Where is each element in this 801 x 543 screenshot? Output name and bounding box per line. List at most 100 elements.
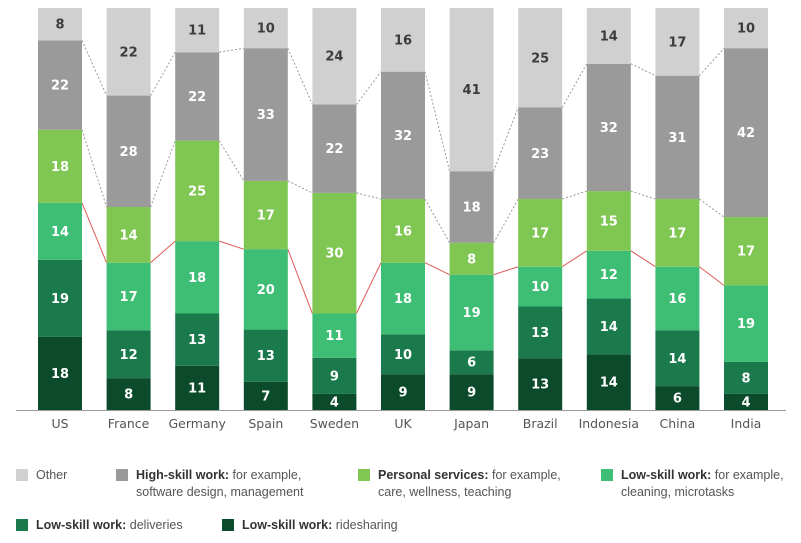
data-label-spain-0: 7 [261,389,270,404]
data-label-china-5: 17 [668,35,686,50]
bar-segment-us-5 [38,8,82,41]
data-label-uk-0: 9 [398,386,407,401]
bar-segment-france-3 [106,207,151,263]
connector-line-4-8 [630,63,656,77]
bar-segment-sweden-3 [312,192,357,314]
data-label-india-5: 10 [737,22,755,37]
bar-segment-spain-2 [243,249,288,330]
data-label-brazil-3: 17 [531,226,549,241]
data-label-uk-1: 10 [394,348,412,363]
bar-segment-france-2 [106,262,151,331]
category-label-sweden: Sweden [310,416,359,431]
data-label-china-4: 31 [668,131,686,146]
data-label-france-3: 14 [120,228,138,243]
category-label-france: France [108,416,150,431]
data-label-uk-5: 16 [394,33,412,48]
data-label-brazil-2: 10 [531,280,549,295]
data-label-sweden-1: 9 [330,369,339,384]
data-label-france-2: 17 [120,290,138,305]
connector-line-4-5 [424,71,451,172]
connector-line-2-8 [630,250,656,268]
bar-segment-china-4 [655,75,700,200]
bar-segment-indonesia-2 [586,250,631,299]
data-label-uk-3: 16 [394,224,412,239]
connector-line-2-3 [287,249,313,314]
bar-segment-china-3 [655,199,700,267]
data-label-germany-1: 13 [188,333,206,348]
bar-segment-us-3 [38,129,82,203]
connector-line-4-1 [150,51,176,96]
data-label-spain-3: 17 [257,209,275,224]
data-label-india-0: 4 [741,395,750,410]
data-label-indonesia-5: 14 [600,29,618,44]
data-label-indonesia-4: 32 [600,121,618,136]
bar-segment-brazil-0 [518,358,563,410]
connector-line-3-4 [356,192,382,200]
data-label-indonesia-1: 14 [600,320,618,335]
bar-segment-indonesia-0 [586,354,631,410]
bar-segment-germany-3 [175,140,220,242]
bar-segment-japan-5 [449,8,494,172]
bar-segment-france-0 [106,378,151,410]
data-label-germany-0: 11 [188,381,206,396]
bar-segment-sweden-2 [312,313,357,358]
bar-segment-france-4 [106,95,151,208]
bar-segment-germany-1 [175,313,220,366]
connector-line-3-3 [287,180,313,194]
bar-segment-france-5 [106,8,151,96]
bar-segment-uk-0 [381,374,425,410]
connector-line-4-3 [287,47,313,105]
category-label-japan: Japan [453,416,489,431]
bar-segment-brazil-5 [518,8,563,108]
connector-line-4-2 [219,47,244,53]
bar-segment-uk-4 [381,71,425,200]
connector-line-2-7 [561,250,588,268]
bar-segment-spain-0 [243,381,288,410]
data-label-spain-1: 13 [257,349,275,364]
connector-line-3-1 [150,140,176,208]
data-label-us-4: 22 [51,79,69,94]
connector-line-4-6 [493,107,519,172]
bar-segment-sweden-5 [312,8,357,105]
data-label-brazil-0: 13 [531,378,549,393]
bar-segment-uk-5 [381,8,425,72]
category-labels: US France Germany Spain Sweden UK Japan Brazil I… [16,410,786,431]
connector-line-2-4 [355,262,382,314]
bar-segment-germany-4 [175,52,220,141]
data-label-sweden-3: 30 [325,247,343,262]
data-label-france-5: 22 [120,45,138,60]
data-label-france-4: 28 [120,145,138,160]
bar-segment-indonesia-3 [586,191,631,251]
connector-line-3-0 [81,129,108,208]
bar-segment-spain-3 [243,180,288,250]
category-label-germany: Germany [168,416,226,431]
data-label-japan-3: 8 [467,252,476,267]
bar-segment-brazil-3 [518,199,563,267]
data-label-india-1: 8 [741,371,750,386]
bar-segment-france-1 [106,330,151,379]
category-label-indonesia: Indonesia [579,416,639,431]
data-label-brazil-1: 13 [531,326,549,341]
data-label-china-1: 14 [668,352,686,367]
bar-segment-brazil-4 [518,107,563,200]
bar-segment-japan-0 [449,374,494,410]
data-label-sweden-0: 4 [330,395,339,410]
bar-segment-india-1 [724,361,768,394]
bar-segment-india-4 [724,48,768,218]
data-label-uk-2: 18 [394,292,412,307]
connector-line-4-0 [81,40,108,96]
data-label-china-2: 16 [668,292,686,307]
data-label-sweden-2: 11 [325,329,343,344]
data-label-us-5: 8 [55,18,64,33]
connector-line-2-0 [81,202,108,263]
data-label-spain-4: 33 [257,108,275,123]
data-label-brazil-4: 23 [531,147,549,162]
connector-line-4-7 [561,63,588,108]
category-label-india: India [731,416,762,431]
bar-segment-china-5 [655,8,700,76]
data-label-japan-5: 41 [463,83,481,98]
data-label-france-1: 12 [120,348,138,363]
bar-segment-indonesia-4 [586,63,631,192]
bar-segment-us-0 [38,336,82,410]
